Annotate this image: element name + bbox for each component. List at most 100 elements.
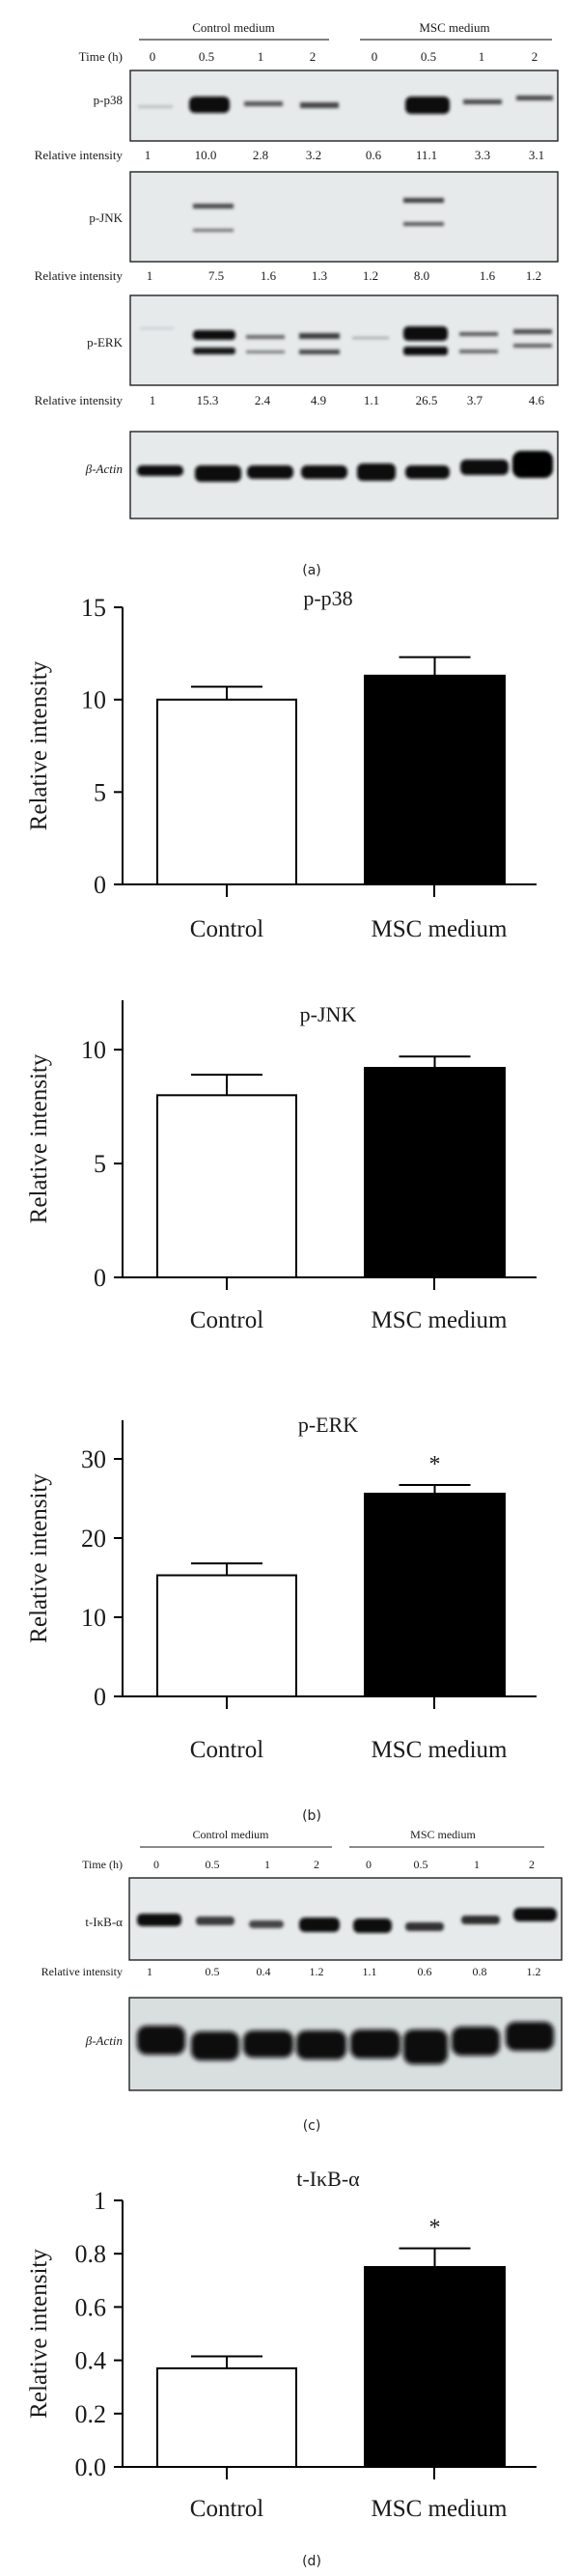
bar-msc-medium — [364, 674, 506, 885]
blot-panel-c: Control medium MSC medium Time (h) 0 0.5… — [41, 1828, 563, 2134]
bar-control — [156, 1094, 297, 1279]
blot-t-ikb-alpha: t-IκB-α — [85, 1877, 563, 1961]
ri-row-t-ikb-alpha: Relative intensity 1 0.5 0.4 1.2 1.1 0.6… — [41, 1965, 541, 1978]
bar-msc-medium — [364, 1493, 506, 1697]
y-tick-label: 0.2 — [75, 2400, 107, 2428]
y-tick-label: 10 — [81, 1036, 106, 1064]
y-axis-label: Relative intensity — [26, 2249, 52, 2419]
ri-value: 1.2 — [526, 268, 541, 283]
chart-title: p-ERK — [298, 1413, 358, 1437]
bands — [138, 96, 553, 114]
time-label: Time (h) — [82, 1858, 123, 1871]
x-category-label: Control — [190, 2496, 263, 2522]
y-tick-label: 0.8 — [75, 2240, 107, 2268]
y-tick-label: 15 — [81, 594, 106, 622]
panel-label-c: (c) — [303, 2118, 321, 2134]
panel-label-d: (d) — [302, 2554, 321, 2569]
blot-label: p-JNK — [89, 210, 123, 225]
ri-value: 3.3 — [475, 148, 490, 162]
ri-label: Relative intensity — [35, 148, 124, 162]
time-point: 1 — [474, 1858, 480, 1871]
blot-p-jnk: p-JNK — [89, 171, 559, 263]
ri-value: 2.8 — [253, 148, 268, 162]
time-point: 0 — [150, 49, 156, 64]
ri-value: 0.6 — [366, 148, 382, 162]
ri-label: Relative intensity — [41, 1965, 123, 1978]
bar-msc-medium — [364, 2266, 506, 2468]
y-tick-label: 0.0 — [75, 2453, 107, 2481]
time-point: 1 — [479, 49, 485, 64]
x-category-label: MSC medium — [372, 916, 509, 942]
bar-msc-medium — [364, 1067, 506, 1278]
x-category-label: MSC medium — [372, 1307, 509, 1333]
blot-label: t-IκB-α — [85, 1915, 123, 1929]
ri-value: 3.2 — [306, 148, 321, 162]
significance-marker: * — [429, 1452, 441, 1477]
time-points-row: 0 0.5 1 2 0 0.5 1 2 — [150, 49, 538, 64]
group-label-control: Control medium — [193, 1828, 270, 1841]
y-tick-label: 0.4 — [75, 2347, 107, 2375]
ri-label: Relative intensity — [35, 393, 124, 407]
time-label: Time (h) — [79, 49, 123, 64]
bands — [137, 2022, 554, 2064]
time-point: 0.5 — [414, 1858, 428, 1871]
ri-value: 1 — [147, 268, 153, 283]
ri-value: 15.3 — [197, 393, 219, 407]
x-category-label: MSC medium — [372, 1737, 509, 1763]
chart-p-jnk: p-JNK 0 5 10 Relative intensity Control MSC me… — [26, 1000, 537, 1333]
time-point: 1 — [264, 1858, 270, 1871]
bands — [193, 198, 444, 232]
y-tick-label: 0 — [94, 1264, 106, 1292]
ri-value: 1.1 — [364, 393, 379, 407]
blot-beta-actin-a: β-Actin — [85, 431, 559, 519]
time-point: 2 — [314, 1858, 319, 1871]
time-point: 0.5 — [206, 1858, 220, 1871]
bands — [137, 451, 553, 482]
ri-value: 1.3 — [312, 268, 327, 283]
y-tick-label: 20 — [81, 1525, 106, 1553]
y-tick-label: 5 — [94, 1150, 106, 1178]
time-point: 0 — [153, 1858, 159, 1871]
x-category-label: Control — [190, 916, 263, 942]
ri-value: 10.0 — [195, 148, 217, 162]
chart-t-ikb-alpha: t-IκB-α 0.0 0.2 0.4 0.6 0.8 1 Relative intensit… — [26, 2167, 537, 2522]
y-tick-label: 30 — [81, 1445, 106, 1473]
panel-label-a: (a) — [302, 563, 321, 578]
group-label-msc: MSC medium — [410, 1828, 476, 1841]
blot-p-erk: p-ERK — [87, 294, 559, 386]
ri-value: 0.5 — [206, 1965, 220, 1978]
ri-value: 1.2 — [363, 268, 378, 283]
y-tick-label: 0.6 — [75, 2293, 107, 2321]
bar-control — [156, 1574, 297, 1698]
blot-p-p38: p-p38 — [94, 70, 559, 142]
ri-value: 11.1 — [416, 148, 437, 162]
blot-label: p-ERK — [87, 335, 123, 350]
y-axis-label: Relative intensity — [26, 660, 52, 830]
y-tick-label: 5 — [94, 778, 106, 806]
y-tick-label: 0 — [94, 1683, 106, 1711]
ri-value: 7.5 — [208, 268, 224, 283]
ri-value: 1.1 — [363, 1965, 377, 1978]
ri-row-p-jnk: Relative intensity 1 7.5 1.6 1.3 1.2 8.0… — [35, 268, 541, 283]
bar-control — [156, 698, 297, 886]
time-point: 2 — [529, 1858, 535, 1871]
bar-control — [156, 2366, 297, 2468]
ri-value: 1.2 — [310, 1965, 324, 1978]
ri-value: 0.4 — [257, 1965, 271, 1978]
y-tick-label: 1 — [94, 2187, 106, 2215]
chart-title: p-p38 — [303, 586, 352, 610]
time-point: 0.5 — [199, 49, 214, 64]
time-point: 0.5 — [421, 49, 436, 64]
time-point: 0 — [366, 1858, 372, 1871]
chart-p-erk: p-ERK 0 10 20 30 Relative intensity Control MSC… — [26, 1413, 537, 1763]
ri-value: 0.6 — [418, 1965, 432, 1978]
chart-title: t-IκB-α — [296, 2167, 360, 2191]
ri-value: 3.7 — [467, 393, 483, 407]
y-tick-label: 10 — [81, 686, 106, 714]
ri-row-p-p38: Relative intensity 1 10.0 2.8 3.2 0.6 11… — [35, 148, 544, 162]
blot-label: β-Actin — [85, 2033, 123, 2048]
ri-value: 0.8 — [473, 1965, 487, 1978]
x-category-label: Control — [190, 1737, 263, 1763]
blot-panel-a: Control medium MSC medium Time (h) 0 0.5… — [35, 20, 559, 578]
